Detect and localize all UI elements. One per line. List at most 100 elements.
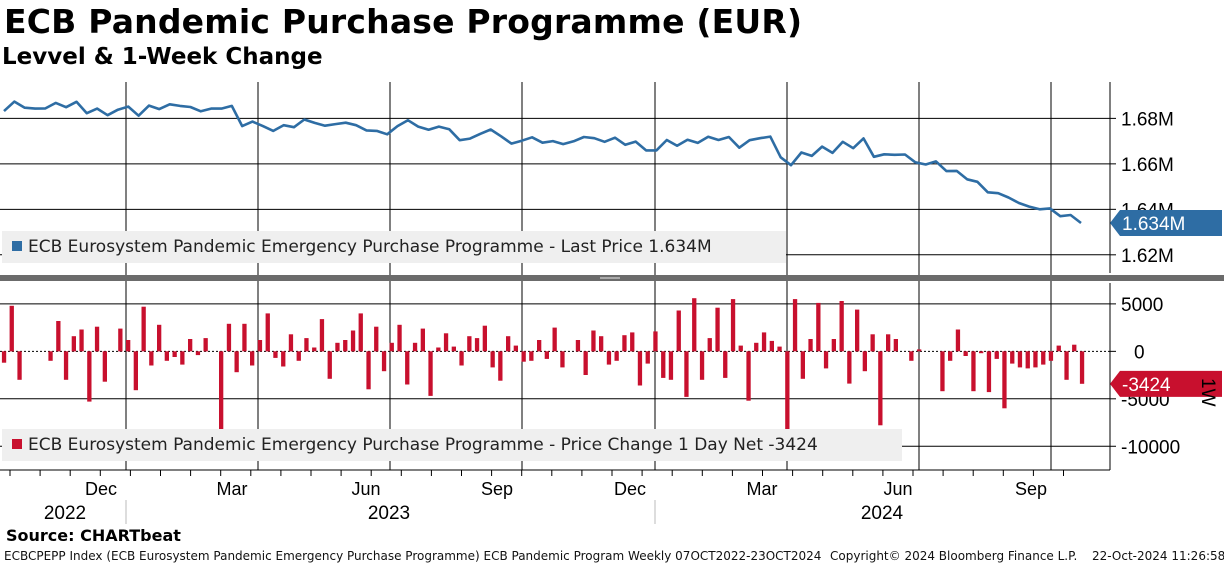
change-bar [1,351,7,363]
change-bar [312,347,317,352]
change-bar [397,324,402,352]
change-bar [412,342,418,352]
change-bar [319,319,325,352]
change-bar [420,328,425,352]
change-bar [785,351,790,435]
change-bar [343,340,348,352]
change-legend-swatch [12,439,22,449]
change-bar [513,345,518,352]
level-tick-label: 1.66M [1121,155,1174,176]
change-bar [226,323,232,352]
level-legend-swatch [12,241,22,251]
level-tick-label: 1.68M [1121,109,1174,130]
change-bar [761,332,767,352]
change-bar [552,327,557,352]
change-bar [389,342,394,352]
change-bar [777,346,782,352]
change-bar [474,338,480,352]
change-last-value-tag-label: -3424 [1122,375,1171,396]
change-bar [48,351,53,361]
change-bar [692,298,697,352]
change-bar [653,331,658,352]
change-bar [242,323,247,352]
change-bar [172,351,177,357]
change-bar [792,299,798,352]
change-bar [808,339,813,352]
change-bar [164,351,169,361]
change-bar [816,302,821,352]
x-month-label: Mar [747,479,778,499]
change-bar [614,351,619,361]
change-bar [482,325,487,352]
footer-timestamp: 22-Oct-2024 11:26:58 [1092,549,1224,563]
change-bar [250,351,255,366]
change-bar [948,351,953,361]
x-month-label: Sep [481,479,513,499]
change-bar [606,351,612,365]
change-bar [87,351,92,402]
change-bar [994,351,999,359]
x-month-label: Dec [85,479,117,499]
change-bar [1072,344,1077,352]
change-tick-label: -10000 [1121,437,1180,458]
change-bar [63,351,69,380]
change-bar [71,336,76,352]
change-bar [118,328,123,352]
change-bar [730,299,736,352]
change-bar [102,351,107,382]
change-bar [823,351,829,369]
change-bar [1064,351,1069,380]
panel-separator-grip [600,277,620,279]
change-bar [715,307,720,352]
change-bar [149,351,154,366]
level-last-value-tag-label: 1.634M [1122,214,1185,235]
change-bar [443,333,449,352]
change-bar [839,301,844,352]
footer-index-info: ECBCPEPP Index (ECB Eurosystem Pandemic … [4,549,822,563]
change-bar [506,336,511,352]
change-bar [599,336,604,352]
change-bar [893,339,898,352]
change-bar [591,330,596,352]
change-legend: ECB Eurosystem Pandemic Emergency Purcha… [2,429,902,461]
change-bar [870,334,875,352]
change-bar [498,351,503,381]
change-bar [288,334,294,352]
change-bar [831,339,836,352]
change-bar [847,351,852,384]
change-bar [1025,351,1030,369]
source-note: Source: CHARTbeat [6,526,181,545]
change-bar [126,340,131,352]
change-bar [909,351,914,361]
change-bar [560,351,565,368]
change-bar [529,351,534,361]
change-bar [963,351,968,356]
level-legend: ECB Eurosystem Pandemic Emergency Purcha… [2,231,786,263]
change-bar [195,351,201,356]
change-bar [203,338,208,352]
change-bar [940,351,945,392]
change-bar [544,351,549,359]
change-bar [257,340,263,352]
change-bar [9,305,14,352]
change-bar [521,351,526,362]
change-bar [1017,351,1023,368]
change-bar [467,336,472,352]
change-bar [180,351,185,365]
change-bar [622,335,627,352]
x-month-label: Mar [217,479,248,499]
change-bar [1048,351,1054,361]
change-bar [723,351,728,378]
change-bar [917,349,922,352]
change-bar [645,351,650,364]
change-bar [451,346,456,352]
change-bar [661,351,666,378]
change-bar [1010,351,1015,364]
change-bar [219,351,224,436]
x-month-label: Jun [351,479,380,499]
change-bar [1079,351,1085,384]
change-bar [862,351,867,372]
change-bar [855,309,860,352]
change-bar [886,334,891,352]
